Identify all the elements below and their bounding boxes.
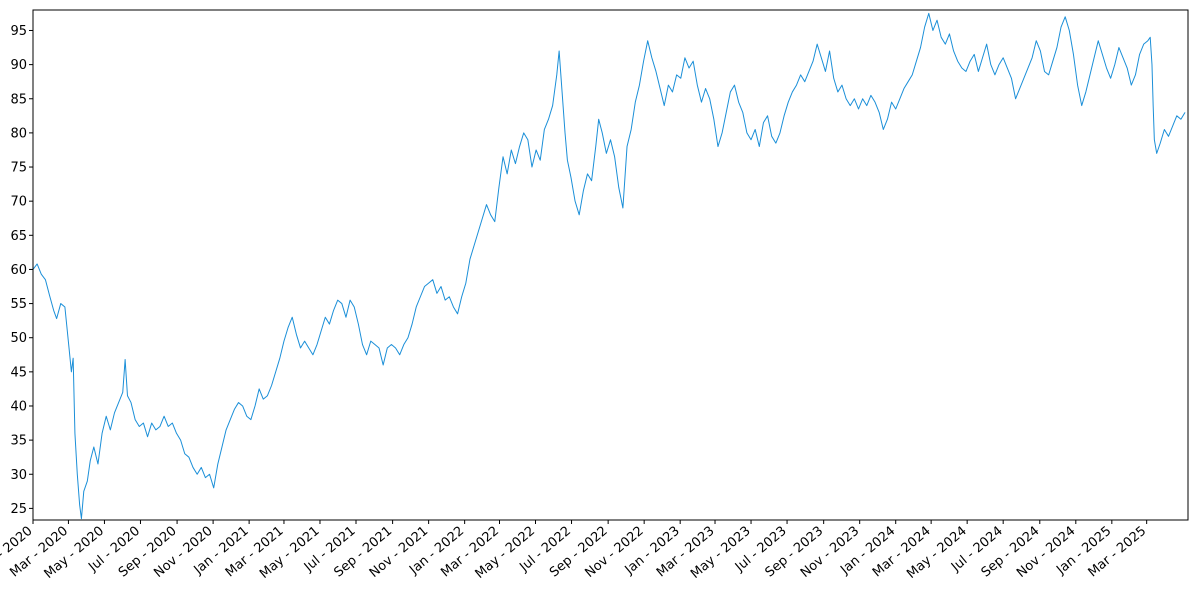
y-tick-label: 55 (10, 297, 27, 312)
y-tick-label: 95 (10, 24, 27, 39)
y-tick-label: 30 (10, 468, 27, 483)
y-tick-label: 60 (10, 263, 27, 278)
y-tick-label: 35 (10, 434, 27, 449)
series-layer (33, 12, 1186, 520)
plot-frame (32, 9, 1189, 521)
plot-background (33, 10, 1188, 520)
y-axis-ticks: 25 30 35 40 45 50 55 60 65 70 75 80 85 90 95 (10, 24, 33, 517)
y-tick-label: 45 (10, 365, 27, 380)
y-tick-label: 90 (10, 58, 27, 73)
y-tick-label: 75 (10, 161, 27, 176)
series-line (33, 12, 1186, 520)
y-tick-label: 40 (10, 399, 27, 414)
y-tick-label: 65 (10, 229, 27, 244)
y-tick-label: 25 (10, 502, 27, 517)
y-tick-label: 70 (10, 195, 27, 210)
y-tick-label: 85 (10, 92, 27, 107)
y-tick-label: 50 (10, 331, 27, 346)
y-tick-label: 80 (10, 126, 27, 141)
